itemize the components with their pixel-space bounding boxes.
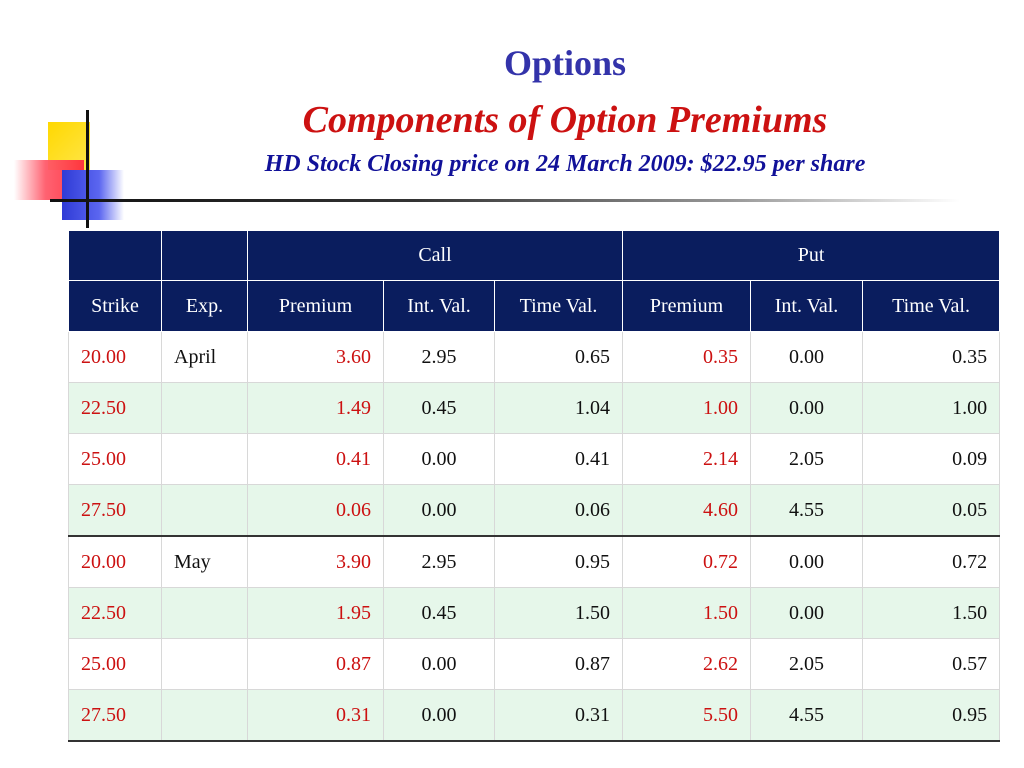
call-time-val-cell: 0.06 bbox=[493, 484, 624, 537]
call-time-val-cell: 0.95 bbox=[493, 535, 624, 588]
call-int-val-cell: 2.95 bbox=[383, 535, 495, 588]
exp-cell bbox=[161, 382, 248, 434]
call-premium-cell: 0.31 bbox=[247, 689, 384, 742]
call-premium-cell: 3.60 bbox=[247, 331, 384, 383]
put-premium-cell: 2.14 bbox=[622, 433, 752, 485]
table-row: 22.50 1.95 0.45 1.50 1.50 0.00 1.50 bbox=[68, 587, 1001, 639]
exp-cell bbox=[161, 638, 248, 690]
put-int-val-cell: 4.55 bbox=[750, 484, 864, 537]
put-premium-cell: 2.62 bbox=[622, 638, 752, 690]
table-row: 27.50 0.06 0.00 0.06 4.60 4.55 0.05 bbox=[68, 484, 1001, 537]
call-int-val-cell: 0.45 bbox=[383, 382, 495, 434]
put-time-val-cell: 0.72 bbox=[862, 535, 1001, 588]
table-row: 25.00 0.87 0.00 0.87 2.62 2.05 0.57 bbox=[68, 638, 1001, 690]
exp-cell bbox=[161, 484, 248, 537]
page-subtitle: Components of Option Premiums bbox=[302, 99, 828, 141]
put-time-val-cell: 0.05 bbox=[862, 484, 1001, 537]
option-premiums-table: Call Put Strike Exp. Premium Int. Val. T… bbox=[68, 230, 1001, 742]
call-premium-cell: 0.41 bbox=[247, 433, 384, 485]
table-row: 20.00 April 3.60 2.95 0.65 0.35 0.00 0.35 bbox=[68, 331, 1001, 383]
call-int-val-cell: 0.45 bbox=[383, 587, 495, 639]
put-time-val-cell: 1.50 bbox=[862, 587, 1001, 639]
table-row: 22.50 1.49 0.45 1.04 1.00 0.00 1.00 bbox=[68, 382, 1001, 434]
call-int-val-cell: 0.00 bbox=[383, 433, 495, 485]
strike-cell: 20.00 bbox=[68, 535, 162, 588]
put-int-val-cell: 0.00 bbox=[750, 331, 864, 383]
group-header-empty bbox=[161, 230, 248, 281]
col-call-int-val: Int. Val. bbox=[383, 280, 495, 332]
exp-cell bbox=[161, 689, 248, 742]
put-premium-cell: 5.50 bbox=[622, 689, 752, 742]
exp-cell: May bbox=[161, 535, 248, 588]
page-title: Options bbox=[503, 43, 627, 83]
call-int-val-cell: 0.00 bbox=[383, 689, 495, 742]
call-int-val-cell: 2.95 bbox=[383, 331, 495, 383]
call-premium-cell: 1.49 bbox=[247, 382, 384, 434]
put-time-val-cell: 0.35 bbox=[862, 331, 1001, 383]
table-row: 20.00 May 3.90 2.95 0.95 0.72 0.00 0.72 bbox=[68, 535, 1001, 588]
call-int-val-cell: 0.00 bbox=[383, 638, 495, 690]
strike-cell: 22.50 bbox=[68, 587, 162, 639]
strike-cell: 25.00 bbox=[68, 638, 162, 690]
title-divider bbox=[50, 199, 960, 202]
put-time-val-cell: 0.09 bbox=[862, 433, 1001, 485]
put-premium-cell: 0.72 bbox=[622, 535, 752, 588]
strike-cell: 27.50 bbox=[68, 484, 162, 537]
put-premium-cell: 1.50 bbox=[622, 587, 752, 639]
put-int-val-cell: 2.05 bbox=[750, 433, 864, 485]
put-premium-cell: 0.35 bbox=[622, 331, 752, 383]
exp-cell bbox=[161, 587, 248, 639]
strike-cell: 27.50 bbox=[68, 689, 162, 742]
call-premium-cell: 3.90 bbox=[247, 535, 384, 588]
call-time-val-cell: 1.04 bbox=[493, 382, 624, 434]
put-int-val-cell: 4.55 bbox=[750, 689, 864, 742]
strike-cell: 22.50 bbox=[68, 382, 162, 434]
exp-cell: April bbox=[161, 331, 248, 383]
decor-blue-square bbox=[62, 170, 124, 220]
put-premium-cell: 4.60 bbox=[622, 484, 752, 537]
call-premium-cell: 0.87 bbox=[247, 638, 384, 690]
call-time-val-cell: 0.65 bbox=[493, 331, 624, 383]
stock-price-caption: HD Stock Closing price on 24 March 2009:… bbox=[264, 151, 866, 177]
strike-cell: 25.00 bbox=[68, 433, 162, 485]
col-call-time-val: Time Val. bbox=[493, 280, 624, 332]
call-time-val-cell: 0.41 bbox=[493, 433, 624, 485]
exp-cell bbox=[161, 433, 248, 485]
table-row: 27.50 0.31 0.00 0.31 5.50 4.55 0.95 bbox=[68, 689, 1001, 742]
col-put-premium: Premium bbox=[622, 280, 752, 332]
col-put-int-val: Int. Val. bbox=[750, 280, 864, 332]
put-premium-cell: 1.00 bbox=[622, 382, 752, 434]
put-time-val-cell: 1.00 bbox=[862, 382, 1001, 434]
put-int-val-cell: 2.05 bbox=[750, 638, 864, 690]
col-call-premium: Premium bbox=[247, 280, 384, 332]
call-time-val-cell: 0.87 bbox=[493, 638, 624, 690]
table-group-header: Call Put bbox=[68, 230, 1001, 281]
decor-vertical-line bbox=[86, 110, 89, 228]
put-time-val-cell: 0.95 bbox=[862, 689, 1001, 742]
group-header-call: Call bbox=[246, 230, 624, 281]
strike-cell: 20.00 bbox=[68, 331, 162, 383]
call-int-val-cell: 0.00 bbox=[383, 484, 495, 537]
table-column-header: Strike Exp. Premium Int. Val. Time Val. … bbox=[68, 280, 1001, 332]
group-header-empty bbox=[68, 230, 162, 281]
call-premium-cell: 1.95 bbox=[247, 587, 384, 639]
put-int-val-cell: 0.00 bbox=[750, 382, 864, 434]
col-put-time-val: Time Val. bbox=[862, 280, 1001, 332]
call-time-val-cell: 0.31 bbox=[493, 689, 624, 742]
put-int-val-cell: 0.00 bbox=[750, 535, 864, 588]
col-exp: Exp. bbox=[161, 280, 248, 332]
put-time-val-cell: 0.57 bbox=[862, 638, 1001, 690]
table-row: 25.00 0.41 0.00 0.41 2.14 2.05 0.09 bbox=[68, 433, 1001, 485]
call-time-val-cell: 1.50 bbox=[493, 587, 624, 639]
put-int-val-cell: 0.00 bbox=[750, 587, 864, 639]
col-strike: Strike bbox=[68, 280, 162, 332]
call-premium-cell: 0.06 bbox=[247, 484, 384, 537]
group-header-put: Put bbox=[622, 230, 1001, 281]
